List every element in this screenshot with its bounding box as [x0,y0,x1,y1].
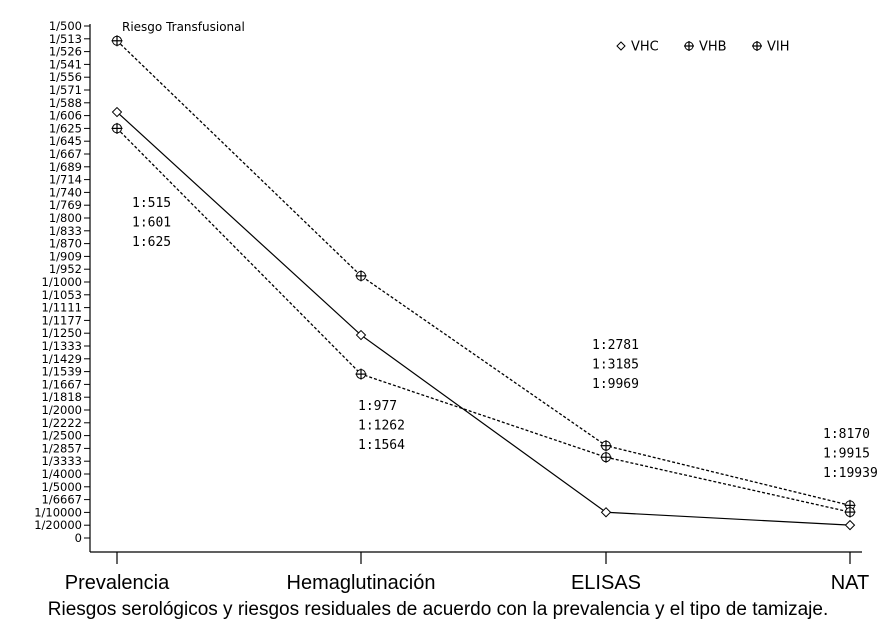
y-tick-label: 1/625 [49,121,82,135]
series-line-vih [116,127,851,513]
y-tick-label: 1/513 [49,32,82,46]
legend-label-vhb: VHB [699,40,727,55]
y-tick-label: 1/1539 [42,365,82,379]
y-tick-label: 1/667 [49,147,82,161]
value-annotation: 1:3185 [592,358,639,373]
data-point [844,519,856,531]
value-annotation: 1:625 [132,235,171,250]
series-line-vhc [116,111,851,526]
y-tick-label: 1/833 [49,224,82,238]
y-tick-label: 1/800 [49,211,82,225]
y-tick-label: 1/5000 [42,480,82,494]
value-annotation: 1:977 [358,399,397,414]
y-tick-label: 1/3333 [42,454,82,468]
value-annotation: 1:2781 [592,338,639,353]
chart-title: Riesgo Transfusional [122,20,245,34]
y-tick-label: 1/689 [49,160,82,174]
y-tick-label: 1/526 [49,45,82,59]
value-annotation: 1:515 [132,196,171,211]
annotations: 1:515 1:601 1:625 1:977 1:1262 1:1564 1:2781 1:… [132,196,877,481]
y-tick-label: 1/1177 [42,313,82,327]
y-tick-label: 1/2000 [42,403,82,417]
data-point [844,506,856,518]
y-tick-label: 1/2222 [42,416,82,430]
value-annotation: 1:1262 [358,419,405,434]
legend-marker-vhc [616,41,626,51]
series-layer [111,35,856,531]
y-ticks: 1/5001/5131/5261/5411/5561/5711/5881/606… [34,19,90,545]
y-tick-label: 1/1250 [42,326,82,340]
y-tick-label: 1/1429 [42,352,82,366]
x-tick-label: NAT [831,572,870,594]
value-annotation: 1:9969 [592,377,639,392]
data-point [600,451,612,463]
value-annotation: 1:601 [132,216,171,231]
y-tick-label: 1/4000 [42,467,82,481]
y-tick-label: 1/1111 [42,301,82,315]
y-tick-label: 1/714 [49,173,82,187]
y-tick-label: 0 [75,531,82,545]
value-annotation: 1:1564 [358,438,405,453]
y-tick-label: 1/645 [49,134,82,148]
y-tick-label: 1/588 [49,96,82,110]
y-tick-label: 1/1000 [42,275,82,289]
x-tick-label: Hemaglutinación [287,572,436,594]
data-point [111,106,123,118]
value-annotation: 1:19939 [823,466,877,481]
data-point [111,35,123,47]
y-tick-label: 1/10000 [34,505,82,519]
series-line-vhb [116,40,851,507]
y-tick-label: 1/20000 [34,518,82,532]
y-tick-label: 1/769 [49,198,82,212]
y-tick-label: 1/6667 [42,493,82,507]
y-tick-label: 1/1053 [42,288,82,302]
data-point [111,122,123,134]
y-tick-label: 1/500 [49,19,82,33]
value-annotation: 1:8170 [823,427,870,442]
y-tick-label: 1/952 [49,262,82,276]
value-annotation: 1:9915 [823,447,870,462]
legend-marker-vih [752,41,762,51]
data-point [355,368,367,380]
y-tick-label: 1/556 [49,70,82,84]
y-tick-label: 1/571 [49,83,82,97]
y-tick-label: 1/870 [49,237,82,251]
data-point [355,329,367,341]
data-point [355,270,367,282]
legend: VHC VHB VIH [616,40,790,55]
y-tick-label: 1/1818 [42,390,82,404]
legend-label-vih: VIH [767,40,790,55]
y-tick-label: 1/1667 [42,377,82,391]
y-tick-label: 1/606 [49,109,82,123]
chart-caption: Riesgos serológicos y riesgos residuales… [48,599,828,620]
x-tick-label: ELISAS [571,572,641,594]
y-tick-label: 1/541 [49,57,82,71]
legend-marker-vhb [684,41,694,51]
axes: Prevalencia Hemaglutinación ELISAS NAT [65,24,870,594]
y-tick-label: 1/1333 [42,339,82,353]
y-tick-label: 1/2500 [42,429,82,443]
y-tick-label: 1/909 [49,249,82,263]
data-point [600,440,612,452]
legend-label-vhc: VHC [631,40,659,55]
y-tick-label: 1/740 [49,185,82,199]
x-tick-label: Prevalencia [65,572,170,594]
data-point [600,507,612,518]
y-tick-label: 1/2857 [42,441,82,455]
